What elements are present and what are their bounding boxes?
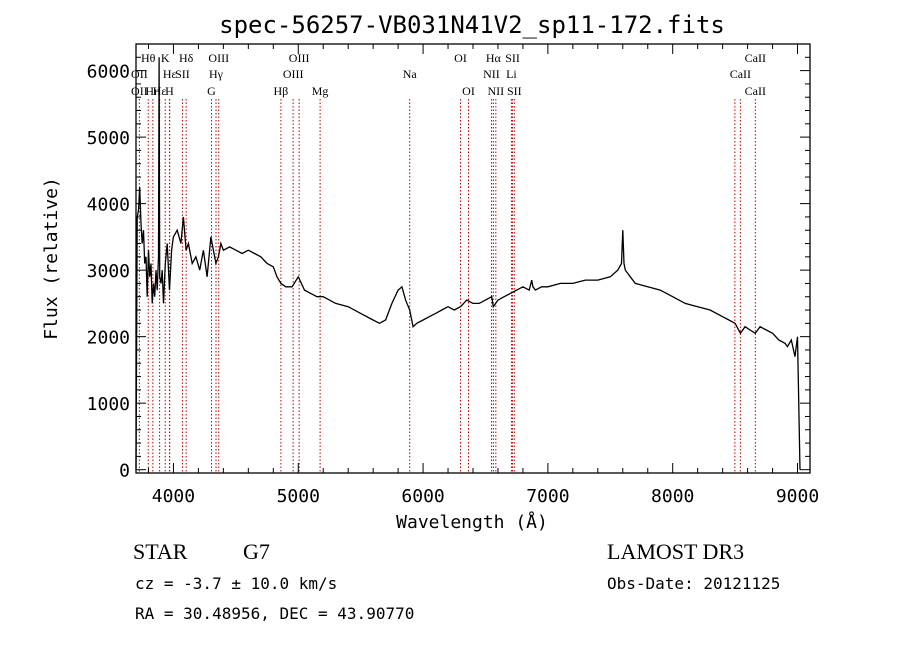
line-marker-label: Na: [403, 67, 418, 81]
line-marker-label: CaII: [745, 84, 766, 98]
line-marker-label: SII: [505, 51, 520, 65]
x-tick-label: 4000: [152, 486, 195, 507]
redshift-text: cz = -3.7 ± 10.0 km/s: [135, 574, 337, 593]
line-marker-label: Hε: [163, 67, 177, 81]
line-marker-label: Mg: [312, 84, 329, 98]
line-marker-label: SII: [507, 84, 522, 98]
object-class: STAR: [133, 539, 188, 564]
line-marker-label: H: [165, 84, 174, 98]
line-marker-label: Hγ: [209, 67, 224, 81]
y-tick-label: 3000: [87, 261, 130, 282]
line-marker-label: OII: [131, 67, 148, 81]
line-marker-label: Hβ: [274, 84, 289, 98]
line-marker-label: Hδ: [179, 51, 194, 65]
line-marker-label: SII: [175, 67, 190, 81]
line-marker-label: OIII: [283, 67, 304, 81]
line-marker-label: G: [207, 84, 216, 98]
x-tick-label: 8000: [651, 486, 694, 507]
line-marker-label: OI: [454, 51, 467, 65]
line-marker-label: OIII: [289, 51, 310, 65]
x-tick-label: 6000: [401, 486, 444, 507]
object-subclass: G7: [243, 539, 270, 564]
line-marker-label: CaII: [745, 51, 766, 65]
plot-frame: [135, 43, 811, 474]
line-marker-label: NII: [483, 67, 500, 81]
line-marker-label: Hα: [486, 51, 502, 65]
y-tick-label: 1000: [87, 394, 130, 415]
y-tick-label: 5000: [87, 128, 130, 149]
y-tick-label: 4000: [87, 195, 130, 216]
x-tick-label: 9000: [776, 486, 819, 507]
line-marker-label: K: [161, 51, 170, 65]
line-marker-label: Li: [506, 67, 517, 81]
y-axis-label: Flux (relative): [41, 177, 62, 340]
x-tick-label: 5000: [277, 486, 320, 507]
line-marker-label: OIII: [208, 51, 229, 65]
line-marker-label: OI: [462, 84, 475, 98]
line-marker-label: Hθ: [141, 51, 156, 65]
line-marker-label: Hη: [145, 84, 160, 98]
chart-title: spec-56257-VB031N41V2_sp11-172.fits: [219, 11, 725, 39]
x-tick-label: 7000: [526, 486, 569, 507]
x-axis: 4000 5000 6000 7000 8000 9000: [147, 44, 819, 507]
spectrum-line: [135, 57, 801, 470]
y-tick-label: 2000: [87, 328, 130, 349]
x-axis-label: Wavelength (Å): [396, 511, 548, 533]
y-axis: 0 1000 2000 3000 4000 5000 6000: [87, 56, 810, 482]
obs-date: Obs-Date: 20121125: [607, 574, 780, 593]
y-tick-label: 0: [119, 461, 130, 482]
line-marker-label: CaII: [730, 67, 751, 81]
line-marker-label: OII: [131, 84, 148, 98]
y-tick-label: 6000: [87, 62, 130, 83]
line-marker-label: NII: [488, 84, 505, 98]
ra-dec-text: RA = 30.48956, DEC = 43.90770: [135, 604, 414, 623]
survey-name: LAMOST DR3: [607, 539, 744, 564]
